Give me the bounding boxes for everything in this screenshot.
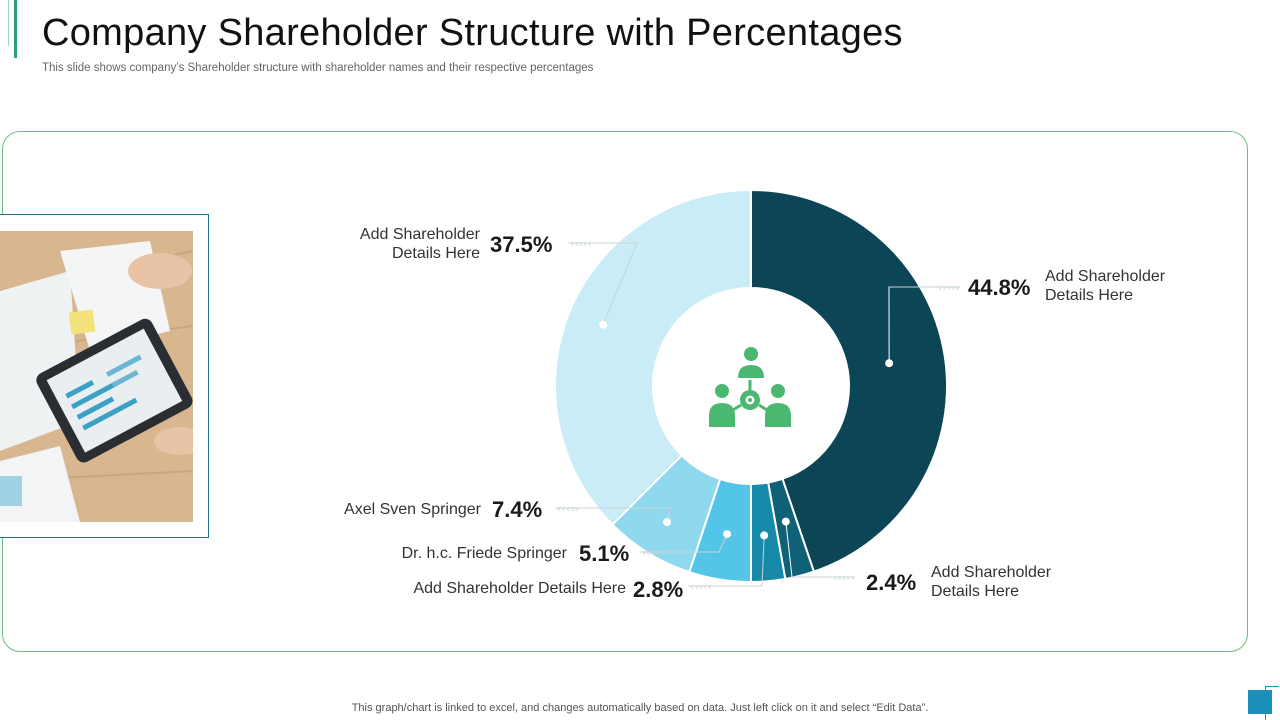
slice-value-label: 5.1% xyxy=(579,541,629,566)
chevron-arrows-icon: ‹‹‹‹‹ xyxy=(557,502,579,515)
tablet-photo xyxy=(0,231,193,522)
page-subtitle: This slide shows company’s Shareholder s… xyxy=(42,62,594,74)
title-accent-bar xyxy=(14,0,17,58)
callout-dot xyxy=(599,320,608,329)
slice-name-label: Dr. h.c. Friede Springer xyxy=(402,545,568,562)
slice-name-label: Add Shareholder Details Here xyxy=(413,580,626,597)
slice-value-label: 37.5% xyxy=(490,232,552,257)
slice-value-label: 2.8% xyxy=(633,577,683,602)
slice-name-label: Add Shareholder Details Here xyxy=(1045,268,1166,304)
page-title: Company Shareholder Structure with Perce… xyxy=(42,12,903,54)
callout-dot xyxy=(723,530,732,539)
slice-value-label: 2.4% xyxy=(866,570,916,595)
footer-note: This graph/chart is linked to excel, and… xyxy=(351,702,929,714)
slice-name-label: Axel Sven Springer xyxy=(344,501,482,518)
callout-dot xyxy=(662,518,671,527)
chevron-arrows-icon: ‹‹‹‹‹ xyxy=(690,580,712,593)
callout-dot xyxy=(760,531,769,540)
slice-value-label: 44.8% xyxy=(968,275,1030,300)
group-network-icon xyxy=(709,347,791,427)
chevron-arrows-icon: ››››› xyxy=(938,281,960,294)
title-accent-line xyxy=(8,0,9,46)
callout-dot xyxy=(885,359,894,368)
chevron-arrows-icon: ‹‹‹‹‹ xyxy=(642,546,664,559)
slice-value-label: 7.4% xyxy=(492,497,542,522)
chevron-arrows-icon: ‹‹‹‹‹ xyxy=(570,237,592,250)
corner-decoration-square xyxy=(1248,690,1272,714)
slice-name-label: Add Shareholder Details Here xyxy=(931,564,1052,600)
callout-dot xyxy=(781,517,790,526)
chevron-arrows-icon: ››››› xyxy=(833,571,855,584)
slice-name-label: Add Shareholder Details Here xyxy=(360,226,481,262)
